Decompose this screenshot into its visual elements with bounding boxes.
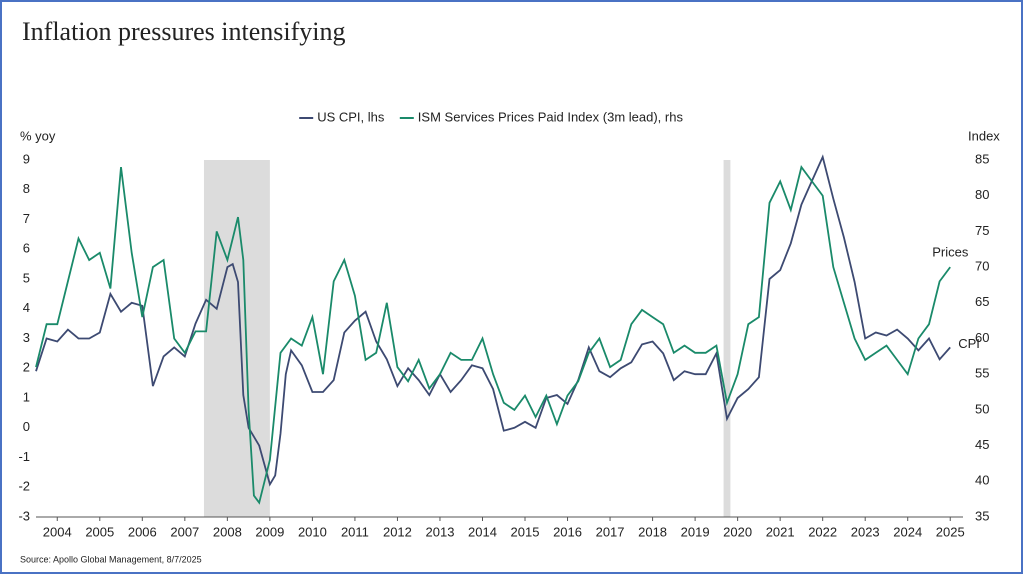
y-tick-label: -2 bbox=[18, 479, 30, 494]
x-tick-label: 2025 bbox=[936, 524, 965, 539]
y2-tick-label: 55 bbox=[975, 366, 989, 381]
x-tick-label: 2006 bbox=[128, 524, 157, 539]
x-tick-label: 2013 bbox=[426, 524, 455, 539]
y2-tick-label: 50 bbox=[975, 401, 989, 416]
x-tick-label: 2023 bbox=[851, 524, 880, 539]
shaded-period bbox=[203, 160, 270, 517]
y-tick-label: -3 bbox=[18, 508, 30, 523]
x-tick-label: 2022 bbox=[808, 524, 837, 539]
x-tick-label: 2016 bbox=[553, 524, 582, 539]
legend-label: ISM Services Prices Paid Index (3m lead)… bbox=[418, 109, 684, 124]
series-line bbox=[35, 165, 951, 505]
x-tick-label: 2018 bbox=[638, 524, 667, 539]
x-tick-label: 2024 bbox=[893, 524, 922, 539]
legend-label: US CPI, lhs bbox=[317, 109, 385, 124]
y-tick-label: 8 bbox=[23, 181, 30, 196]
x-tick-label: 2014 bbox=[468, 524, 497, 539]
y2-tick-label: 80 bbox=[975, 187, 989, 202]
x-tick-label: 2012 bbox=[383, 524, 412, 539]
x-tick-label: 2017 bbox=[596, 524, 625, 539]
x-tick-label: 2010 bbox=[298, 524, 327, 539]
y2-tick-label: 35 bbox=[975, 508, 989, 523]
chart-title: Inflation pressures intensifying bbox=[22, 17, 346, 46]
y-tick-label: 4 bbox=[23, 300, 30, 315]
x-tick-label: 2021 bbox=[766, 524, 795, 539]
y2-tick-label: 40 bbox=[975, 473, 989, 488]
y-tick-label: 5 bbox=[23, 270, 30, 285]
y-tick-label: 1 bbox=[23, 389, 30, 404]
x-tick-label: 2009 bbox=[255, 524, 284, 539]
x-tick-label: 2007 bbox=[170, 524, 199, 539]
x-tick-label: 2015 bbox=[511, 524, 540, 539]
y-axis-label: % yoy bbox=[20, 128, 56, 143]
x-tick-label: 2004 bbox=[43, 524, 72, 539]
y-tick-label: 2 bbox=[23, 360, 30, 375]
y2-tick-label: 75 bbox=[975, 223, 989, 238]
annotation: Prices bbox=[932, 245, 969, 260]
series-line bbox=[35, 154, 951, 487]
y2-tick-label: 70 bbox=[975, 259, 989, 274]
y-tick-label: 6 bbox=[23, 241, 30, 256]
y2-tick-label: 85 bbox=[975, 151, 989, 166]
x-tick-label: 2011 bbox=[341, 524, 369, 539]
y2-tick-label: 65 bbox=[975, 294, 989, 309]
y-tick-label: 0 bbox=[23, 419, 30, 434]
y2-tick-label: 60 bbox=[975, 330, 989, 345]
source: Source: Apollo Global Management, 8/7/20… bbox=[20, 554, 202, 564]
shaded-period bbox=[723, 160, 731, 517]
x-tick-label: 2020 bbox=[723, 524, 752, 539]
y-tick-label: 3 bbox=[23, 330, 30, 345]
y-tick-label: 7 bbox=[23, 211, 30, 226]
y2-tick-label: 45 bbox=[975, 437, 989, 452]
x-tick-label: 2008 bbox=[213, 524, 242, 539]
y2-axis-label: Index bbox=[968, 128, 1000, 143]
x-tick-label: 2019 bbox=[681, 524, 710, 539]
y-tick-label: -1 bbox=[18, 449, 30, 464]
y-tick-label: 9 bbox=[23, 151, 30, 166]
x-tick-label: 2005 bbox=[85, 524, 114, 539]
annotation: CPI bbox=[958, 336, 980, 351]
